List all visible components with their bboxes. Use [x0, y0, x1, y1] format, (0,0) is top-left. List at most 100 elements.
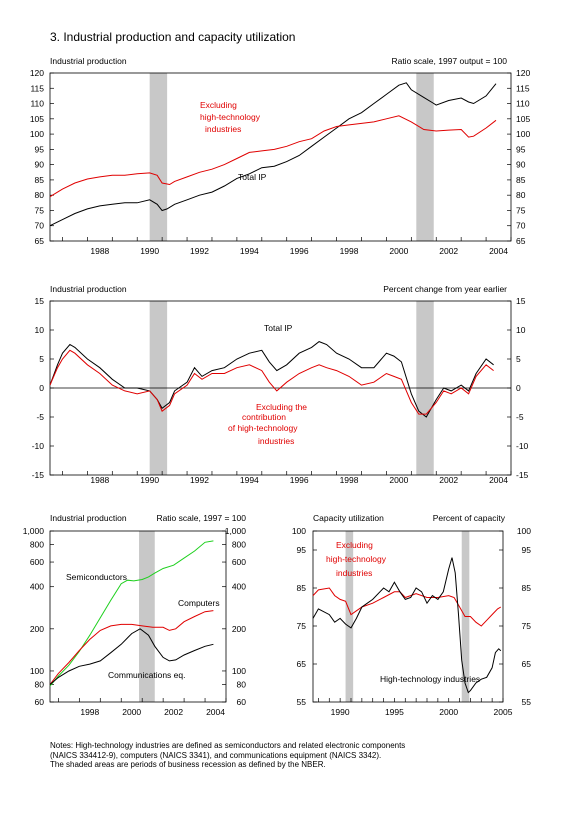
y-tick-label-right: 15 [516, 296, 526, 306]
y-tick-label: 95 [297, 545, 307, 555]
plot-frame [49, 530, 227, 703]
y-tick-label-right: 65 [522, 659, 532, 669]
y-tick-label: 105 [30, 114, 44, 124]
series-line-1 [49, 610, 214, 685]
x-tick-label: 2002 [439, 475, 458, 485]
y-tick-label: 100 [30, 666, 44, 676]
chart-ip-levels: Industrial production Ratio scale, 1997 o… [30, 56, 531, 256]
notes-line-1: Notes: High-technology industries are de… [50, 741, 406, 750]
notes-line-2: (NAICS 334412-9), computers (NAICS 3341)… [50, 750, 382, 760]
y-tick-label-right: 70 [516, 221, 526, 231]
y-tick-label: 15 [35, 296, 45, 306]
x-tick-label: 1995 [385, 707, 404, 717]
y-tick-label: 65 [35, 236, 45, 246]
y-tick-label: 200 [30, 624, 44, 634]
series-annotation: high-technology [326, 554, 387, 564]
y-tick-label-right: 65 [516, 236, 526, 246]
y-tick-label: 120 [30, 68, 44, 78]
y-tick-label-right: 105 [516, 114, 530, 124]
y-tick-label: 10 [35, 325, 45, 335]
x-tick-label: 1998 [80, 707, 99, 717]
y-tick-label-right: 55 [522, 697, 532, 707]
y-tick-label-right: -15 [516, 470, 529, 480]
y-tick-label: 600 [30, 557, 44, 567]
y-tick-label: 85 [297, 583, 307, 593]
x-tick-label: 2002 [164, 707, 183, 717]
right-axis-title: Percent of capacity [433, 513, 506, 523]
series-label: Computers [178, 598, 220, 608]
y-tick-label: 115 [30, 83, 44, 93]
x-tick-label: 2000 [439, 707, 458, 717]
y-tick-label: 70 [35, 221, 45, 231]
recession-bar [416, 73, 434, 241]
x-tick-label: 2002 [439, 246, 458, 256]
y-tick-label: -5 [36, 412, 44, 422]
y-tick-label: 55 [297, 697, 307, 707]
y-tick-label: 80 [35, 680, 45, 690]
recession-bar [139, 531, 155, 702]
left-axis-title: Industrial production [50, 56, 127, 66]
y-tick-label-right: 90 [516, 160, 526, 170]
series-annotation: Excluding [336, 540, 373, 550]
y-tick-label-right: -10 [516, 441, 529, 451]
x-tick-label: 1996 [290, 246, 309, 256]
x-tick-label: 1994 [240, 475, 259, 485]
right-axis-title: Ratio scale, 1997 output = 100 [391, 56, 507, 66]
y-tick-label: 800 [30, 540, 44, 550]
y-tick-label-right: 80 [237, 680, 247, 690]
series-annotation: industries [205, 124, 241, 134]
x-tick-label: 1994 [240, 246, 259, 256]
y-tick-label: 75 [297, 621, 307, 631]
y-tick-label: 60 [35, 697, 45, 707]
series-annotation: contribution [242, 412, 286, 422]
x-tick-label: 1990 [140, 246, 159, 256]
x-tick-label: 1990 [140, 475, 159, 485]
y-tick-label: 5 [39, 354, 44, 364]
y-tick-label-right: 600 [232, 557, 246, 567]
y-tick-label-right: 100 [516, 129, 530, 139]
right-axis-title: Ratio scale, 1997 = 100 [156, 513, 246, 523]
page-title: 3. Industrial production and capacity ut… [50, 30, 296, 44]
y-tick-label-right: 10 [516, 325, 526, 335]
series-line-0 [312, 587, 502, 627]
y-tick-label: 100 [292, 526, 306, 536]
y-tick-label: 0 [39, 383, 44, 393]
y-tick-label: -10 [32, 441, 45, 451]
series-line-0 [49, 540, 214, 687]
y-tick-label-right: 85 [522, 583, 532, 593]
y-tick-label-right: -5 [516, 412, 524, 422]
chart-high-tech: Industrial production Ratio scale, 1997 =… [23, 513, 247, 717]
x-tick-label: 2005 [494, 707, 513, 717]
series-annotation: of high-technology [228, 423, 298, 433]
y-tick-label: -15 [32, 470, 45, 480]
series-line-1 [49, 349, 494, 415]
y-tick-label-right: 1,000 [225, 526, 247, 536]
y-tick-label-right: 100 [232, 666, 246, 676]
y-tick-label-right: 95 [516, 144, 526, 154]
y-tick-label: 100 [30, 129, 44, 139]
y-tick-label-right: 5 [516, 354, 521, 364]
x-tick-label: 1992 [190, 246, 209, 256]
series-line-1 [49, 115, 497, 198]
x-tick-label: 2000 [389, 475, 408, 485]
series-line-1 [312, 557, 502, 694]
left-axis-title: Capacity utilization [313, 513, 384, 523]
x-tick-label: 1998 [340, 475, 359, 485]
y-tick-label-right: 95 [522, 545, 532, 555]
y-tick-label-right: 60 [237, 697, 247, 707]
plot-frame [312, 530, 504, 703]
recession-bar [149, 73, 168, 241]
y-tick-label-right: 110 [516, 99, 530, 109]
recession-bar [345, 531, 354, 702]
plot-frame [49, 72, 512, 242]
x-tick-label: 1988 [90, 246, 109, 256]
y-tick-label-right: 120 [516, 68, 530, 78]
x-tick-label: 1990 [331, 707, 350, 717]
series-annotation: high-technology [200, 112, 261, 122]
chart-ip-change: Industrial production Percent change from… [32, 284, 529, 485]
y-tick-label-right: 0 [516, 383, 521, 393]
y-tick-label: 1,000 [23, 526, 45, 536]
series-label: Semiconductors [66, 572, 127, 582]
x-tick-label: 2000 [389, 246, 408, 256]
